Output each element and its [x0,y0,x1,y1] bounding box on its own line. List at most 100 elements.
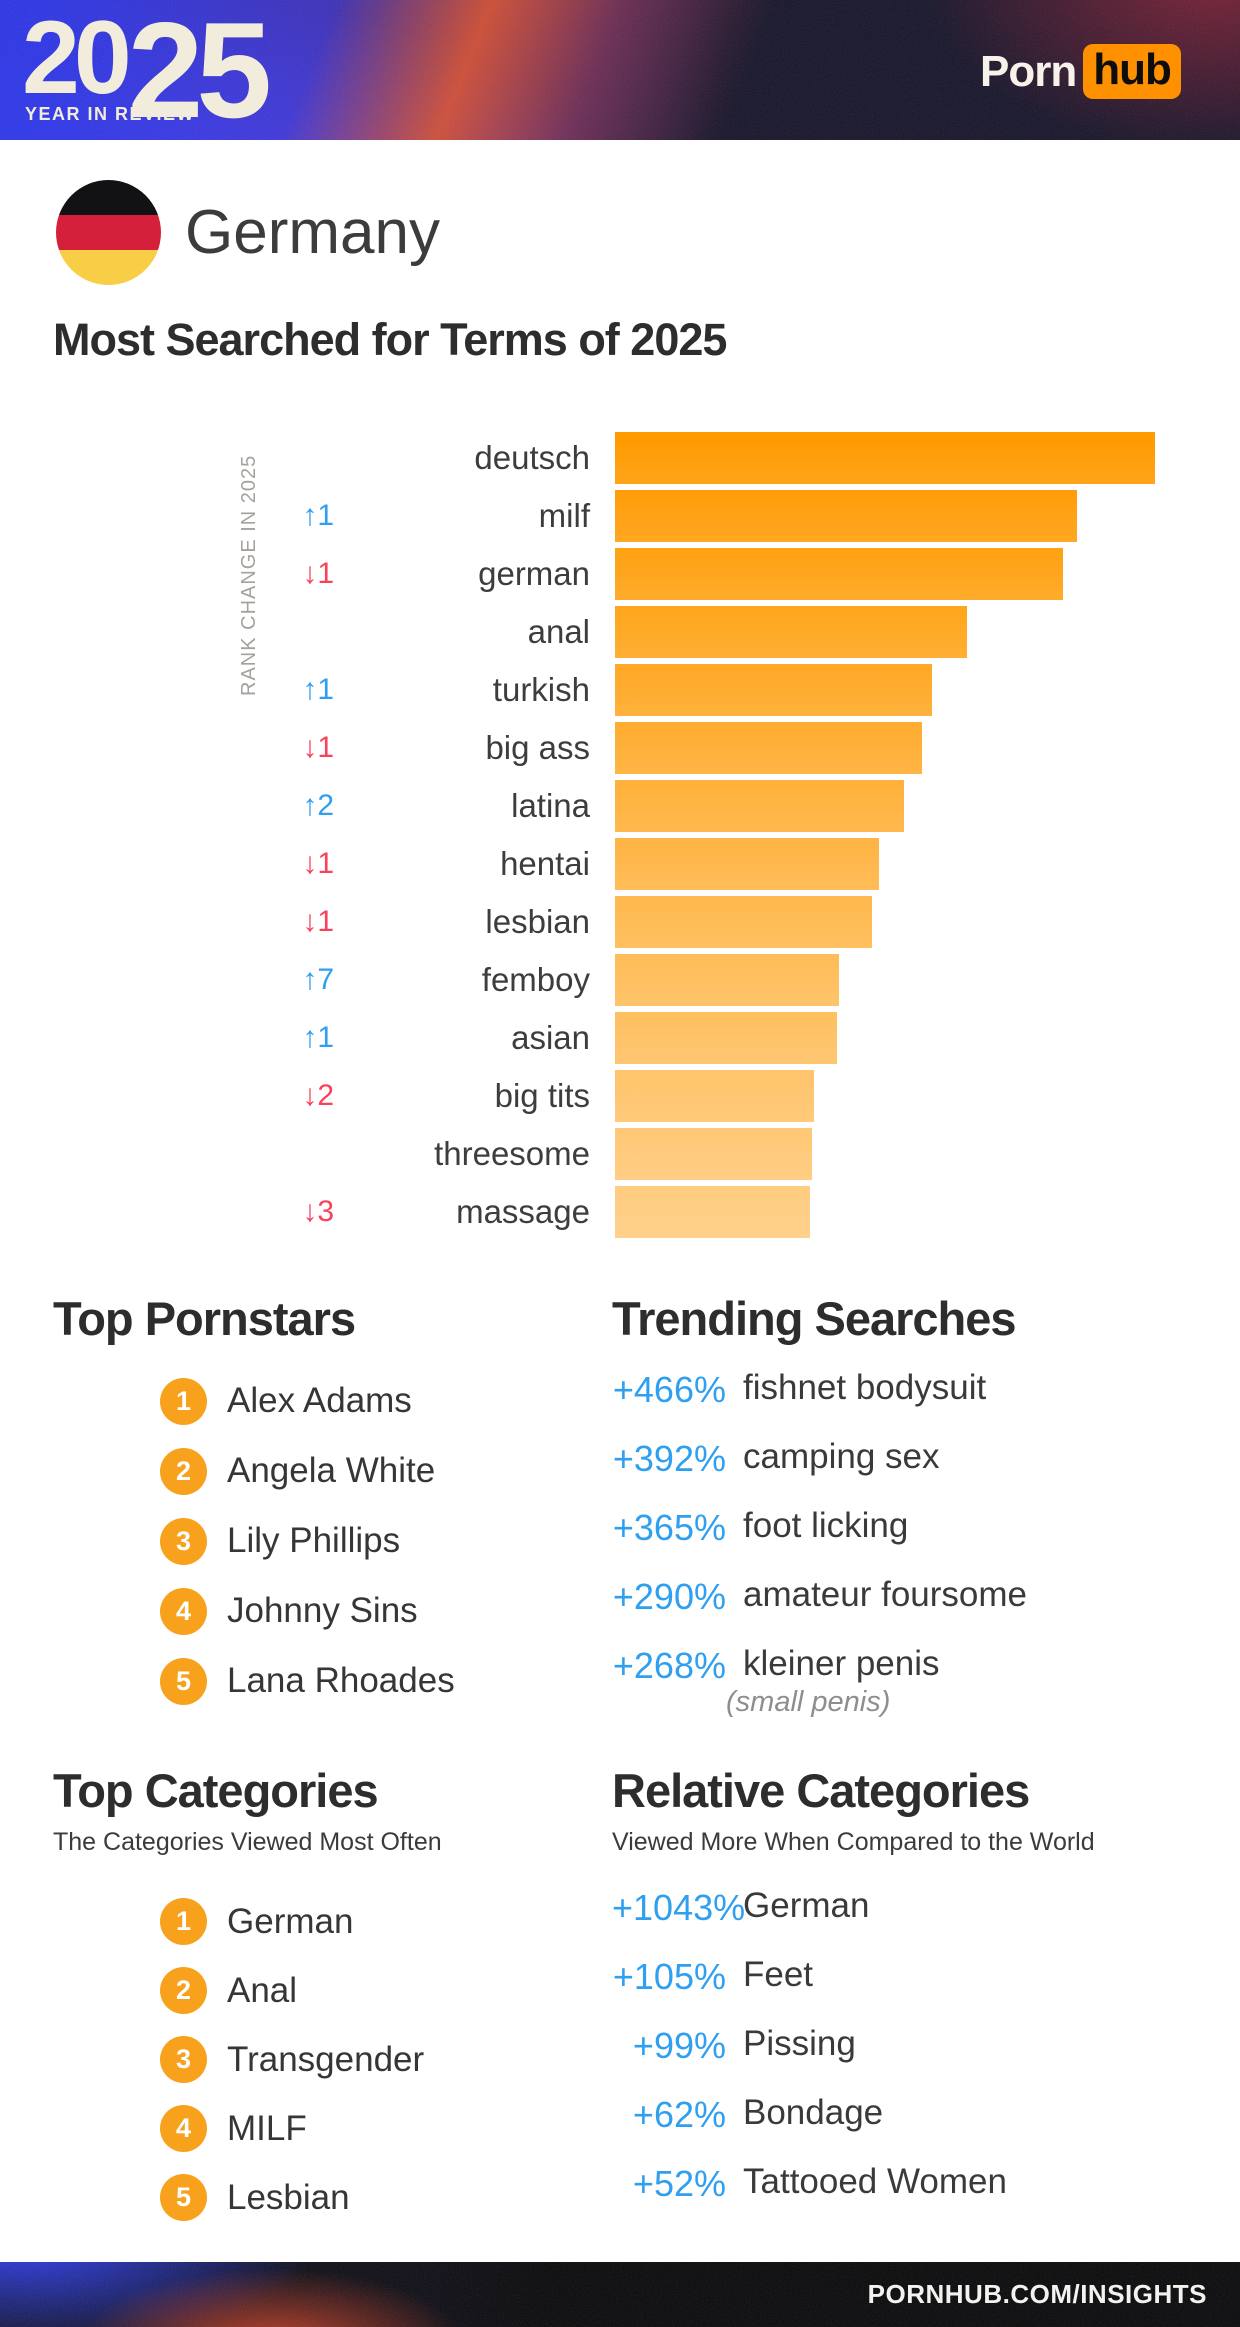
term-bar [615,490,1078,542]
item-name: MILF [227,2108,307,2148]
item-term: Feet [743,1955,814,1994]
bar-gradient-overlay [615,1186,810,1238]
rank-change-indicator: ↓1 [302,731,334,764]
list-item: 3 Transgender [53,2025,573,2094]
item-name: Lesbian [227,2177,350,2217]
top-pornstars-list: 1 Alex Adams 2 Angela White 3 Lily Phillips 4 J… [53,1366,573,1716]
translation-note: (small penis) [726,1686,891,1718]
list-item: 4 Johnny Sins [53,1576,573,1646]
item-term: camping sex [743,1437,940,1476]
item-name: Lily Phillips [227,1521,401,1560]
percent-change: +392% [612,1438,726,1479]
list-item: +52% Tattooed Women [612,2162,1240,2231]
trending-searches-list: +466% fishnet bodysuit +392% camping sex +36… [612,1368,1240,1719]
chart-row: ↑1 milf [0,487,1240,545]
chart-row: ↑7 femboy [0,951,1240,1009]
search-terms-bar-chart: RANK CHANGE IN 2025 deutsch ↑1 milf ↓1 germa… [0,429,1240,1241]
bar-track [615,490,1240,542]
chart-row: ↑2 latina [0,777,1240,835]
rank-badge: 4 [160,1587,207,1635]
bar-gradient-overlay [615,490,1078,542]
bar-track [615,664,1240,716]
chart-row: ↓1 lesbian [0,893,1240,951]
term-bar [615,606,968,658]
item-name: German [227,1901,354,1941]
term-bar [615,1070,815,1122]
term-bar [615,432,1155,484]
percent-change: +62% [632,2094,726,2135]
list-item: +268% kleiner penis (small penis) [612,1644,1240,1719]
rank-badge: 2 [160,1967,207,2014]
term-bar [615,1186,810,1238]
term-bar [615,1012,837,1064]
list-item: 3 Lily Phillips [53,1506,573,1576]
logo-year-part1: 20 [22,0,132,116]
flag-stripe-black [56,180,161,215]
flag-stripe-red [56,215,161,250]
bar-gradient-overlay [615,954,840,1006]
bar-gradient-overlay [615,664,932,716]
rank-badge: 3 [160,1517,207,1565]
term-label: femboy [481,961,590,998]
term-label: big ass [485,729,590,766]
list-item: +99% Pissing [612,2024,1240,2093]
item-term: kleiner penis [743,1644,940,1683]
bar-gradient-overlay [615,780,904,832]
item-name: Alex Adams [227,1381,412,1420]
term-label: asian [511,1019,590,1056]
term-label: turkish [492,671,590,708]
bar-gradient-overlay [615,896,873,948]
item-term: German [743,1886,870,1925]
term-label: anal [527,613,590,650]
bar-track [615,954,1240,1006]
bar-track [615,1070,1240,1122]
term-label: milf [538,497,590,534]
logo-year-part2: 25 [127,0,272,140]
chart-row: ↓1 hentai [0,835,1240,893]
term-wrap: Feet [726,1955,813,1995]
rank-change-indicator: ↑2 [302,789,334,822]
list-item: +365% foot licking [612,1506,1240,1575]
term-bar [615,838,880,890]
term-wrap: camping sex [726,1437,939,1477]
list-item: 1 Alex Adams [53,1366,573,1436]
bar-gradient-overlay [615,838,880,890]
page-title: Most Searched for Terms of 2025 [53,314,727,365]
chart-row: ↓1 german [0,545,1240,603]
term-label: massage [456,1193,590,1230]
rank-change-indicator: ↑1 [302,1021,334,1054]
top-pornstars-title: Top Pornstars [53,1292,356,1345]
chart-row: ↑1 turkish [0,661,1240,719]
list-item: +290% amateur foursome [612,1575,1240,1644]
bar-gradient-overlay [615,432,1155,484]
relative-categories-subtitle: Viewed More When Compared to the World [612,1828,1095,1856]
country-title: Germany [185,198,440,267]
list-item: +62% Bondage [612,2093,1240,2162]
rank-badge: 5 [160,1657,207,1705]
top-categories-list: 1 German 2 Anal 3 Transgender 4 MILF 5 Lesbian [53,1887,573,2232]
percent-change: +466% [612,1369,726,1410]
bar-track [615,1186,1240,1238]
item-name: Johnny Sins [227,1591,418,1630]
term-wrap: German [726,1886,869,1926]
top-pornstars-section: Top Pornstars 1 Alex Adams 2 Angela White 3 L… [53,1291,573,1716]
chart-row: ↓2 big tits [0,1067,1240,1125]
percent-change: +99% [632,2025,726,2066]
item-term: foot licking [743,1506,909,1545]
footer-banner: PORNHUB.COM/INSIGHTS [0,2262,1240,2327]
term-label: big tits [494,1077,590,1114]
relative-categories-list: +1043% German +105% Feet +99% Pissing +62% Bond… [612,1886,1240,2231]
list-item: +392% camping sex [612,1437,1240,1506]
rank-change-indicator: ↓1 [302,905,334,938]
rank-badge: 1 [160,1898,207,1945]
pornhub-logo-hub: hub [1083,44,1181,99]
header-banner: 2025 YEAR IN REVIEW Porn hub [0,0,1240,140]
percent-change: +105% [612,1956,726,1997]
bar-track [615,896,1240,948]
footer-site-url: PORNHUB.COM/INSIGHTS [867,2279,1207,2309]
year-in-review-logo: 2025 YEAR IN REVIEW [22,0,272,138]
term-bar [615,1128,813,1180]
pornhub-logo-porn: Porn [980,46,1077,96]
noise-texture [0,0,1240,140]
term-wrap: Bondage [726,2093,883,2133]
